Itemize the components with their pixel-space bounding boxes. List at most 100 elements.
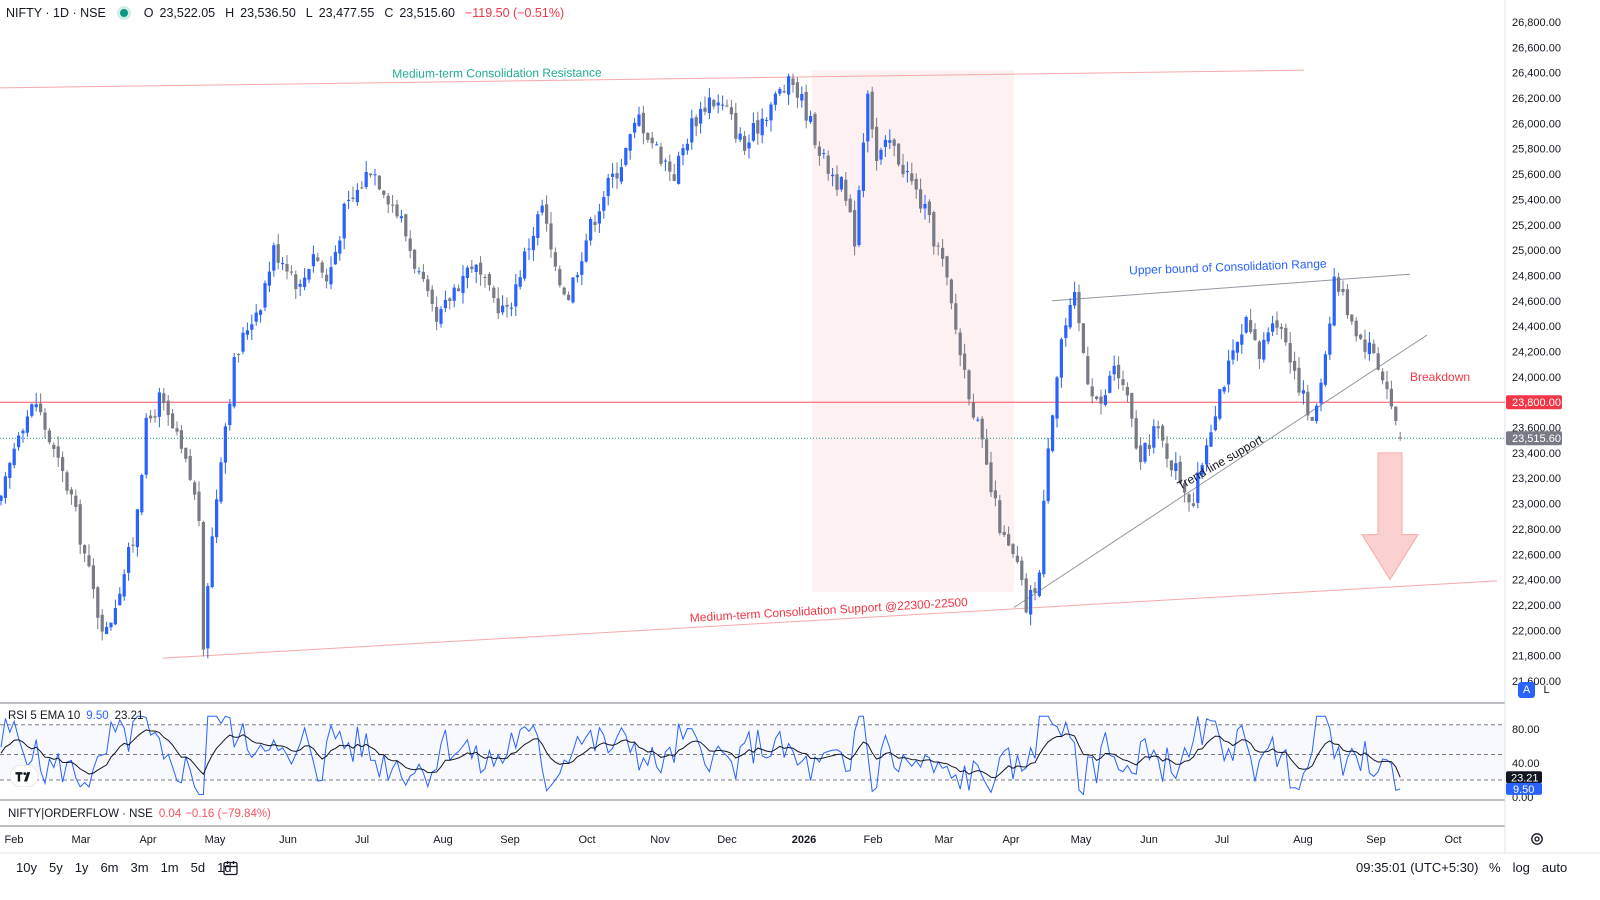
settings-gear-icon[interactable] — [1530, 832, 1544, 846]
candle-body — [628, 134, 632, 151]
correction-zone — [812, 70, 1014, 592]
candle-body — [474, 264, 478, 272]
high-value: 23,536.50 — [240, 6, 296, 20]
candle-body — [1064, 325, 1068, 338]
candle-body — [408, 238, 412, 251]
candle-body — [100, 614, 104, 632]
candle-body — [1367, 342, 1371, 355]
tradingview-logo-icon[interactable] — [10, 765, 38, 787]
go-to-date-calendar-icon[interactable] — [222, 859, 240, 877]
range-1m-button[interactable]: 1m — [160, 860, 179, 875]
clock-timezone[interactable]: 09:35:01 (UTC+5:30) — [1356, 860, 1479, 875]
time-tick: Sep — [1366, 834, 1386, 846]
percent-scale-button[interactable]: % — [1489, 860, 1501, 875]
trend-line-label: Trend line support — [1175, 432, 1266, 493]
price-tick: 22,200.00 — [1512, 600, 1561, 612]
candle-body — [193, 482, 197, 495]
candle-body — [738, 133, 742, 140]
range-1y-button[interactable]: 1y — [74, 860, 89, 875]
candle-body — [716, 102, 720, 106]
open-label: O — [143, 6, 154, 20]
candle-body — [413, 249, 417, 269]
candle-body — [1310, 416, 1314, 421]
candle-body — [707, 97, 711, 114]
candle-body — [1323, 354, 1327, 385]
candle-body — [457, 288, 461, 292]
candle-body — [329, 267, 333, 285]
lock-scale-button[interactable]: L — [1543, 684, 1550, 696]
symbol-title[interactable]: NIFTY · 1D · NSE — [6, 6, 106, 20]
candle-body — [509, 307, 513, 309]
resistance-label: Medium-term Consolidation Resistance — [392, 66, 602, 81]
candle-body — [958, 332, 962, 356]
candle-body — [232, 357, 236, 407]
range-6m-button[interactable]: 6m — [100, 860, 119, 875]
candle-body — [853, 210, 857, 247]
price-tick: 22,000.00 — [1512, 625, 1561, 637]
candle-body — [83, 545, 87, 554]
candle-body — [1213, 416, 1217, 431]
price-axis[interactable]: 26,800.00 26,600.00 26,400.00 26,200.00 26,0… — [1506, 17, 1562, 688]
rsi-legend[interactable]: RSI 5 EMA 10 9.50 23.21 — [8, 710, 143, 722]
auto-scale-toggle[interactable]: auto — [1541, 860, 1568, 875]
candle-body — [206, 586, 210, 649]
time-axis[interactable]: Feb Mar Apr May Jun Jul Aug Sep Oct Nov Dec 2026 Feb… — [5, 834, 1462, 846]
candle-body — [839, 177, 843, 190]
candle-body — [395, 204, 399, 217]
candle-body — [241, 332, 245, 352]
candle-body — [1165, 443, 1169, 459]
candle-body — [1354, 320, 1358, 337]
price-tick: 24,400.00 — [1512, 321, 1561, 333]
price-tick: 26,800.00 — [1512, 17, 1561, 29]
candle-body — [1055, 377, 1059, 419]
candle-body — [325, 274, 329, 282]
log-scale-button[interactable]: log — [1512, 860, 1530, 875]
orderflow-label: NIFTY|ORDERFLOW · NSE — [8, 808, 153, 820]
rsi-pane[interactable]: 80.00 40.00 0.00 23.219.50 — [0, 715, 1542, 804]
orderflow-value: 0.04 — [158, 808, 182, 820]
range-3m-button[interactable]: 3m — [130, 860, 149, 875]
range-buttons: 10y 5y 1y 6m 3m 1m 5d 1d — [10, 860, 238, 875]
highlight-zones — [812, 70, 1014, 592]
candle-body — [237, 354, 241, 356]
candle-body — [197, 491, 201, 522]
range-10y-button[interactable]: 10y — [16, 860, 37, 875]
auto-scale-button[interactable]: A — [1518, 682, 1535, 698]
candle-body — [118, 593, 122, 606]
price-tick: 25,000.00 — [1512, 245, 1561, 257]
candle-body — [1117, 364, 1121, 379]
candle-body — [254, 312, 258, 322]
level-tag-text: 23,800.00 — [1512, 397, 1561, 409]
candle-body — [210, 536, 214, 588]
candle-body — [857, 190, 861, 246]
candle-body — [417, 271, 421, 273]
range-5y-button[interactable]: 5y — [48, 860, 63, 875]
candle-body — [791, 78, 795, 86]
candle-body — [61, 457, 65, 472]
low-value: 23,477.55 — [318, 6, 375, 20]
candle-body — [1249, 320, 1253, 333]
candle-body — [1007, 534, 1011, 546]
orderflow-legend[interactable]: NIFTY|ORDERFLOW · NSE 0.04 −0.16 (−79.84%) — [8, 808, 271, 820]
high-label: H — [225, 6, 235, 20]
range-5d-button[interactable]: 5d — [190, 860, 206, 875]
candle-body — [1108, 375, 1112, 393]
level-tag — [1506, 395, 1562, 410]
scale-options: % log auto — [1489, 860, 1567, 875]
candle-body — [897, 143, 901, 165]
candle-body — [298, 284, 302, 287]
candle-body — [1099, 396, 1103, 404]
time-tick: Feb — [5, 834, 24, 846]
candle-body — [355, 189, 359, 203]
candle-body — [822, 152, 826, 154]
candle-body — [949, 279, 953, 304]
candle-body — [1381, 371, 1385, 381]
candle-body — [448, 298, 452, 302]
candle-body — [1002, 531, 1006, 535]
candle-body — [399, 216, 403, 219]
candle-body — [914, 178, 918, 190]
candle-body — [259, 310, 263, 315]
candle-body — [1103, 395, 1107, 405]
candle-body — [175, 428, 179, 432]
